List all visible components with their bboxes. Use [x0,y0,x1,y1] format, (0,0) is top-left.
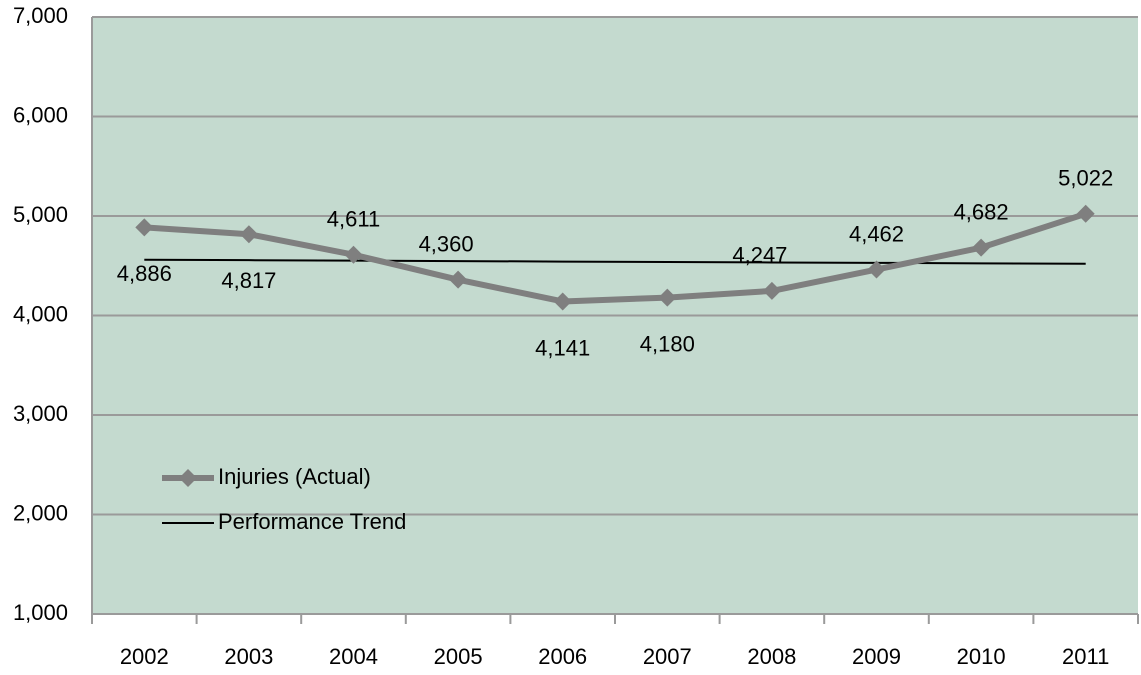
marker [658,288,677,307]
trend-line [144,258,1086,265]
marker [239,225,258,244]
marker [972,238,991,257]
data-label: 4,180 [640,331,695,356]
data-label: 4,611 [327,207,380,232]
y-tick-label: 3,000 [13,401,68,426]
marker [135,218,154,237]
legend-label: Injuries (Actual) [218,464,371,489]
y-tick-label: 1,000 [13,600,68,625]
series-line [144,210,1087,305]
marker [1076,204,1095,223]
x-tick-label: 2008 [747,644,796,669]
data-label: 4,360 [419,231,474,256]
data-label: 4,886 [117,261,172,286]
x-tick-label: 2004 [329,644,378,669]
x-tick-label: 2007 [643,644,692,669]
x-tick-label: 2006 [538,644,587,669]
x-tick-label: 2003 [224,644,273,669]
y-tick-label: 4,000 [13,301,68,326]
data-label: 5,022 [1058,166,1113,191]
data-label: 4,141 [535,335,590,360]
marker [553,292,572,311]
y-tick-label: 7,000 [13,3,68,28]
x-tick-label: 2011 [1062,644,1109,669]
y-tick-label: 2,000 [13,500,68,525]
legend-marker [179,469,197,487]
x-tick-label: 2002 [120,644,169,669]
legend-label: Performance Trend [218,509,406,534]
marker [449,270,468,289]
marker [867,260,886,279]
data-label: 4,247 [732,243,787,268]
x-tick-label: 2005 [434,644,483,669]
data-label: 4,682 [954,199,1009,224]
y-tick-label: 6,000 [13,102,68,127]
marker [344,245,363,264]
y-tick-label: 5,000 [13,202,68,227]
x-tick-label: 2009 [852,644,901,669]
data-label: 4,462 [849,221,904,246]
x-tick-label: 2010 [957,644,1006,669]
data-label: 4,817 [221,268,276,293]
marker [762,281,781,300]
